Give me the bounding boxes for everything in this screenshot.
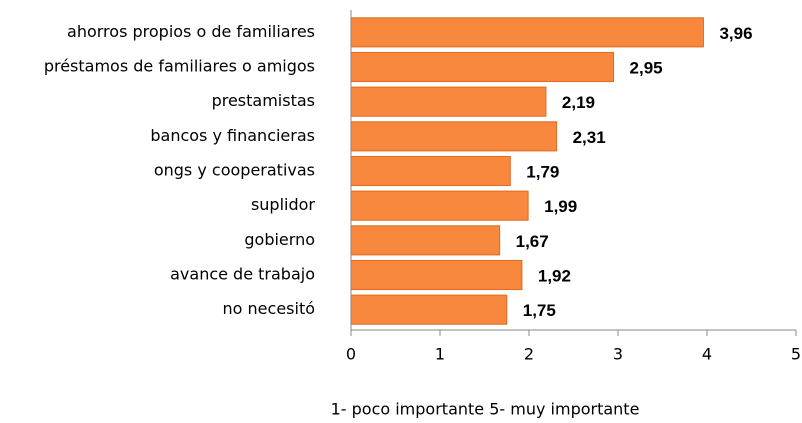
- value-label: 1,67: [516, 232, 549, 251]
- value-label: 3,96: [719, 24, 752, 43]
- bar: [350, 17, 704, 48]
- bar: [350, 86, 547, 117]
- x-tick-label: 3: [613, 345, 623, 364]
- category-label: ongs y cooperativas: [154, 161, 315, 180]
- value-label: 1,99: [544, 197, 577, 216]
- x-tick-label: 1: [435, 345, 445, 364]
- bar: [350, 121, 558, 152]
- x-tick-label: 4: [702, 345, 712, 364]
- value-label: 2,19: [562, 93, 595, 112]
- x-tick-label: 2: [524, 345, 534, 364]
- category-label: ahorros propios o de familiares: [67, 22, 315, 41]
- value-label: 1,75: [523, 301, 556, 320]
- value-label: 2,95: [630, 58, 663, 77]
- category-label: gobierno: [244, 230, 315, 249]
- value-label: 1,92: [538, 266, 571, 285]
- category-label: bancos y financieras: [150, 126, 315, 145]
- category-label: préstamos de familiares o amigos: [44, 57, 315, 76]
- x-axis-title: 1- poco importante 5- muy importante: [331, 400, 640, 419]
- bar: [350, 51, 615, 83]
- category-label: avance de trabajo: [170, 265, 315, 284]
- bar: [350, 259, 523, 291]
- category-label: prestamistas: [212, 91, 315, 110]
- value-label: 2,31: [573, 128, 606, 147]
- bar: [350, 155, 511, 187]
- value-label: 1,79: [526, 162, 559, 181]
- category-label: suplidor: [251, 195, 315, 214]
- bar: [350, 190, 529, 221]
- x-tick-label: 0: [346, 345, 356, 364]
- category-label: no necesitó: [223, 299, 315, 318]
- x-tick-label: 5: [791, 345, 801, 364]
- bar: [350, 225, 501, 256]
- bar: [350, 294, 508, 325]
